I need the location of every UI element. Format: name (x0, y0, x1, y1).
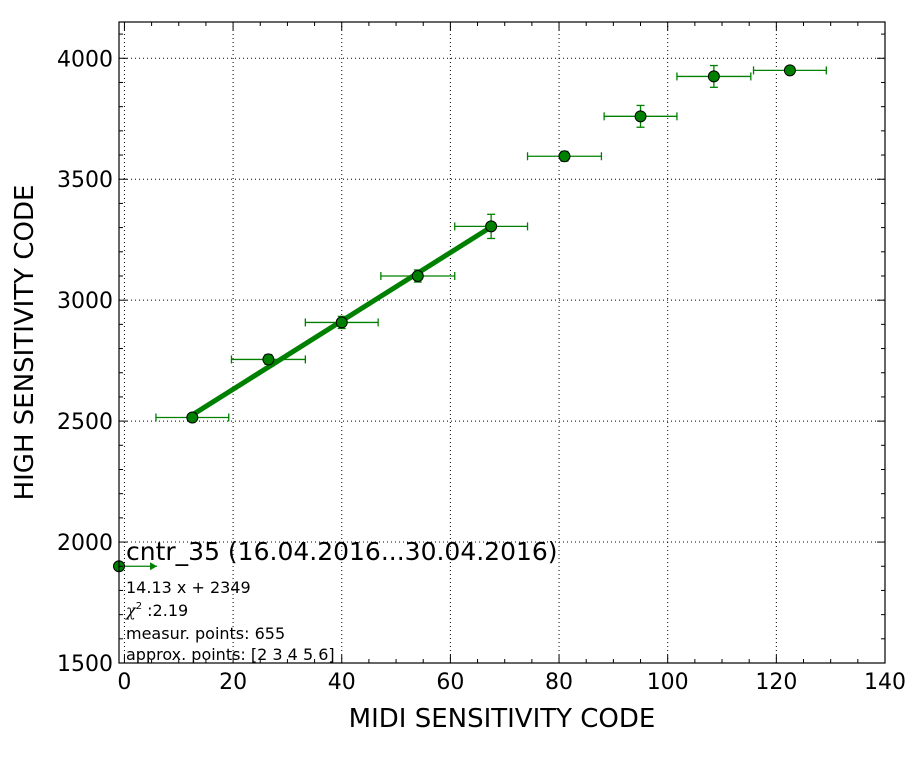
data-point (485, 220, 498, 233)
data-point (783, 64, 796, 77)
x-tick-label: 20 (219, 670, 247, 695)
fit-annotation: cntr_35 (16.04.2016...30.04.2016) 14.13 … (125, 537, 558, 664)
annotation-approx-points: approx. points: [2 3 4 5 6] (126, 645, 335, 664)
tick-marks (119, 22, 886, 664)
data-point (262, 353, 275, 366)
y-tick-label: 1500 (57, 652, 113, 677)
error-bars (119, 64, 827, 571)
plot-frame (118, 21, 886, 664)
data-point (707, 70, 720, 83)
annotation-measur-points: measur. points: 655 (126, 624, 285, 643)
data-point (335, 316, 348, 329)
data-point (186, 411, 199, 424)
annotation-equation: 14.13 x + 2349 (126, 578, 251, 597)
chi-symbol: χ (125, 601, 137, 620)
x-tick-label: 100 (647, 670, 689, 695)
y-tick-label: 3000 (57, 289, 113, 314)
y-tick-label: 3500 (57, 168, 113, 193)
grid (119, 22, 885, 663)
y-tick-label: 2500 (57, 410, 113, 435)
data-point (558, 150, 571, 163)
x-tick-label: 40 (328, 670, 356, 695)
data-point (411, 269, 424, 282)
x-tick-label: 60 (436, 670, 464, 695)
chi-superscript: 2 (136, 601, 142, 612)
y-tick-labels: 1500 2000 2500 3000 3500 4000 (57, 47, 113, 677)
x-tick-label: 140 (864, 670, 906, 695)
x-error-arrow (150, 562, 158, 571)
y-tick-label: 2000 (57, 531, 113, 556)
y-axis-label: HIGH SENSITIVITY CODE (10, 185, 40, 501)
x-tick-label: 80 (545, 670, 573, 695)
data-point (634, 110, 647, 123)
x-tick-label: 120 (755, 670, 797, 695)
annotation-chi-square: χ2 :2.19 (125, 601, 188, 620)
x-tick-labels: 0 20 40 60 80 100 120 140 (117, 670, 906, 695)
chi-value: :2.19 (142, 601, 188, 620)
data-points (113, 64, 796, 573)
y-tick-label: 4000 (57, 47, 113, 72)
annotation-title: cntr_35 (16.04.2016...30.04.2016) (126, 537, 558, 566)
x-tick-label: 0 (117, 670, 131, 695)
x-axis-label: MIDI SENSITIVITY CODE (349, 704, 656, 734)
